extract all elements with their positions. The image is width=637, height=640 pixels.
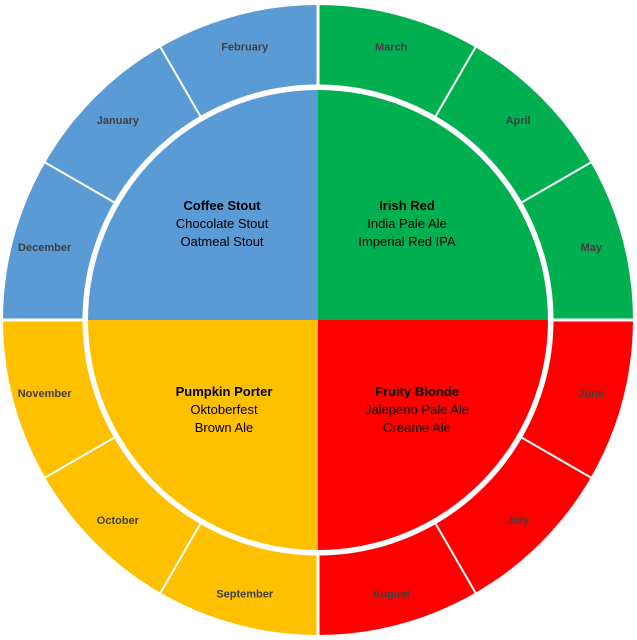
beer-label-spring-1: India Pale Ale (367, 216, 447, 231)
month-label-july: July (507, 515, 530, 527)
month-divider (434, 523, 478, 596)
month-label-june: June (579, 388, 605, 400)
season-quadrant-winter (88, 90, 318, 320)
month-divider (158, 44, 202, 117)
beer-label-spring-0: Irish Red (379, 198, 435, 213)
beer-label-fall-1: Oktoberfest (190, 402, 258, 417)
month-divider (42, 160, 115, 204)
season-quadrant-fall (88, 320, 318, 550)
month-label-september: September (216, 588, 274, 600)
beer-label-winter-2: Oatmeal Stout (180, 234, 263, 249)
month-ring (3, 5, 633, 635)
diagram-labels: December January February Coffee Stout Choco… (18, 42, 604, 601)
season-quadrant-summer (318, 320, 548, 550)
beer-label-summer-0: Fruity Blonde (375, 384, 459, 399)
month-ring-segment-summer (318, 320, 633, 635)
month-divider (42, 436, 115, 480)
month-label-march: March (375, 42, 408, 54)
beer-label-summer-2: Creame Ale (383, 420, 451, 435)
beer-label-fall-2: Brown Ale (195, 420, 254, 435)
month-divider (521, 436, 594, 480)
season-quadrants (88, 90, 548, 550)
month-label-april: April (506, 115, 531, 127)
month-label-december: December (18, 242, 72, 254)
beer-label-summer-1: Jalepeno Pale Ale (365, 402, 469, 417)
beer-label-winter-1: Chocolate Stout (176, 216, 269, 231)
month-divider (434, 44, 478, 117)
beer-label-winter-0: Coffee Stout (183, 198, 261, 213)
month-label-november: November (18, 388, 73, 400)
month-label-august: August (372, 588, 410, 600)
month-divider (158, 523, 202, 596)
season-quadrant-spring (318, 90, 548, 320)
beer-label-spring-2: Imperial Red IPA (358, 234, 456, 249)
month-ring-segment-winter (3, 5, 318, 320)
month-ring-segment-spring (318, 5, 633, 320)
month-label-january: January (97, 115, 140, 127)
beer-label-fall-0: Pumpkin Porter (176, 384, 273, 399)
month-label-may: May (581, 242, 603, 254)
month-label-october: October (97, 515, 140, 527)
month-label-february: February (221, 42, 269, 54)
month-divider (521, 160, 594, 204)
month-ring-segment-fall (3, 320, 318, 635)
